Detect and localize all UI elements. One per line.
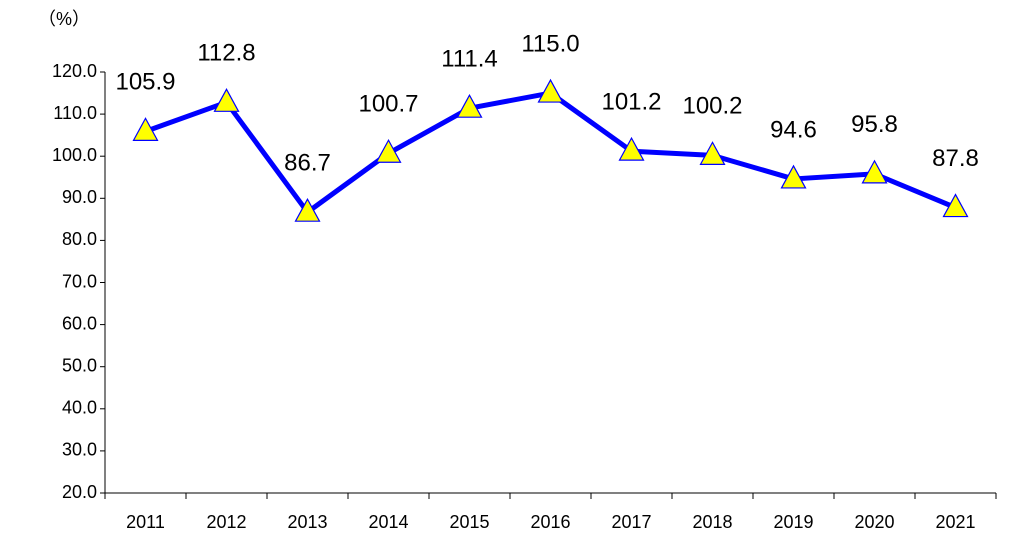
y-tick-label: 120.0 — [52, 61, 97, 81]
marker — [780, 164, 807, 189]
data-label: 115.0 — [521, 30, 579, 57]
y-tick-label: 80.0 — [62, 229, 97, 249]
marker — [537, 78, 564, 103]
data-label: 95.8 — [851, 111, 898, 138]
y-tick-label: 60.0 — [62, 313, 97, 333]
data-label: 111.4 — [441, 46, 498, 73]
series-line — [144, 90, 957, 215]
x-tick-label: 2017 — [611, 512, 651, 532]
marker — [456, 93, 483, 118]
y-tick-label: 20.0 — [62, 482, 97, 502]
y-tick-label: 50.0 — [62, 355, 97, 375]
x-tick-label: 2020 — [854, 512, 894, 532]
x-tick-label: 2015 — [449, 512, 489, 532]
x-tick-label: 2018 — [692, 512, 732, 532]
marker — [618, 136, 645, 161]
y-tick-label: 110.0 — [53, 103, 97, 123]
data-label: 94.6 — [770, 116, 817, 143]
x-tick-label: 2014 — [368, 512, 408, 532]
marker — [375, 139, 402, 163]
data-label: 100.2 — [682, 93, 742, 120]
y-axis-label: （%） — [38, 9, 90, 29]
x-tick-label: 2011 — [126, 512, 165, 532]
marker — [213, 88, 240, 112]
y-tick-label: 40.0 — [62, 398, 97, 418]
data-label: 100.7 — [358, 91, 418, 118]
data-label: 101.2 — [601, 88, 661, 115]
x-tick-label: 2013 — [287, 512, 327, 532]
x-tick-label: 2019 — [773, 512, 813, 532]
marker — [861, 159, 888, 184]
data-label: 87.8 — [932, 145, 979, 172]
x-tick-label: 2016 — [530, 512, 570, 532]
y-tick-label: 70.0 — [62, 271, 97, 291]
data-label: 112.8 — [197, 40, 255, 67]
data-label: 105.9 — [115, 69, 175, 96]
marker — [942, 193, 969, 218]
x-tick-label: 2021 — [935, 512, 975, 532]
x-tick-label: 2012 — [206, 512, 246, 532]
marker — [699, 141, 726, 165]
y-tick-label: 100.0 — [52, 145, 97, 165]
data-label: 86.7 — [284, 150, 331, 177]
marker — [294, 197, 321, 222]
y-tick-label: 30.0 — [62, 440, 97, 460]
y-tick-label: 90.0 — [62, 187, 97, 207]
marker — [132, 117, 159, 141]
